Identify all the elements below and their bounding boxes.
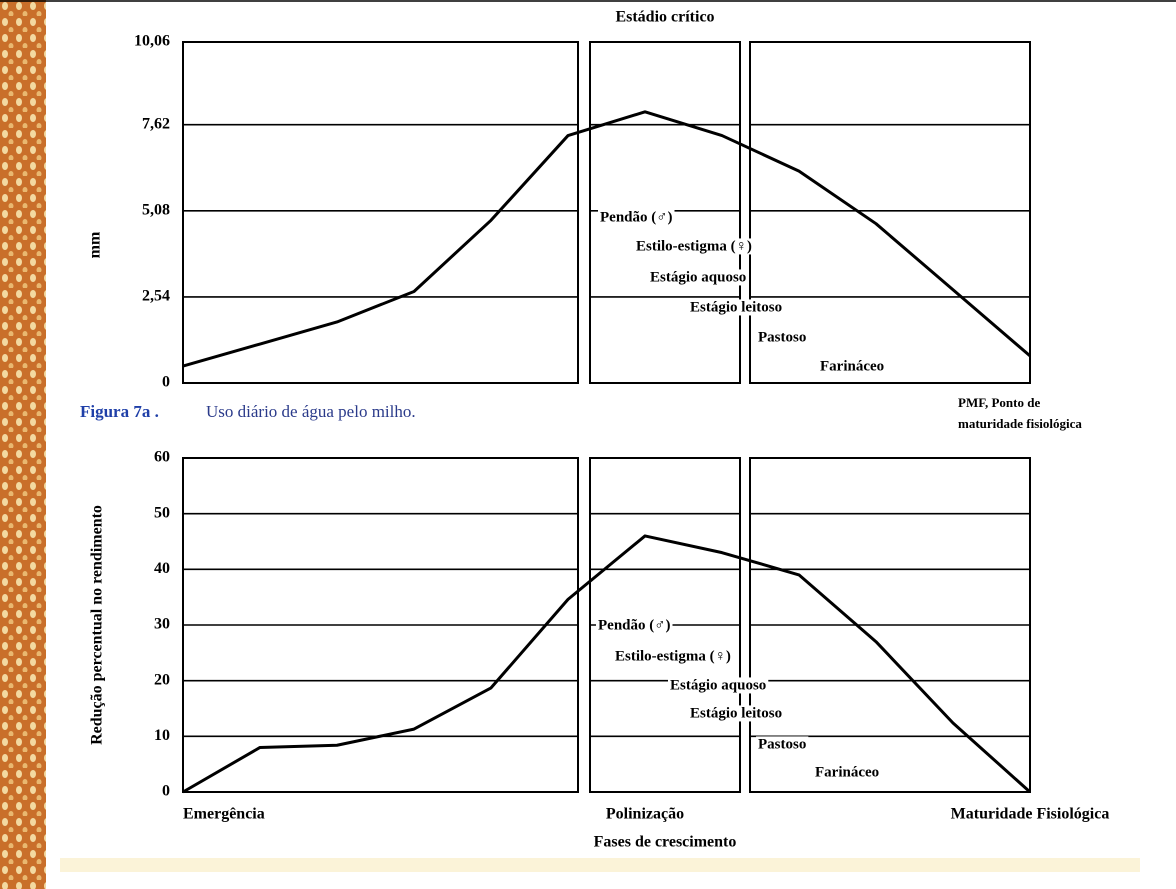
stage-label: Estágio leitoso [690,705,782,721]
y-tick-label: 10 [154,727,170,744]
x-axis-label: Fases de crescimento [594,834,737,851]
stage-label: Pendão (♂) [598,617,671,633]
panel-frame [182,457,579,793]
panel-frame [749,41,1031,384]
panel-frame [182,41,579,384]
stage-label-background [668,677,769,694]
panel-frame [589,41,741,384]
stage-label-background [688,299,785,316]
y-axis-label: mm [87,231,104,258]
y-axis-label: Redução percentual no rendimento [89,505,106,745]
stage-label: Estágio aquoso [670,677,766,693]
stage-label-background [613,648,733,665]
stage-label-background [756,329,809,346]
stage-label-background [756,736,809,753]
y-tick-label: 20 [154,671,170,688]
chart-title: Estádio crítico [615,9,714,26]
panel-frame [589,457,741,793]
note: PMF, Ponto de [958,395,1040,410]
stage-label-background [818,358,887,375]
x-tick-label: Emergência [183,806,265,823]
data-line [182,534,1032,794]
stage-label: Pastoso [758,329,806,345]
data-line [182,110,1031,368]
y-tick-label: 40 [154,560,170,577]
stage-label-background [598,209,675,226]
panel-frame [749,457,1031,793]
stage-label: Farináceo [820,358,884,374]
stage-label: Pendão (♂) [600,209,673,225]
stage-label-background [596,617,673,634]
stage-label-background [813,764,882,781]
x-tick-label: Maturidade Fisiológica [951,806,1110,823]
y-tick-label: 60 [154,449,170,466]
y-tick-label: 2,54 [142,288,170,305]
note: maturidade fisiológica [958,416,1082,431]
stage-label: Pastoso [758,736,806,752]
caption: Uso diário de água pelo milho. [206,402,416,421]
stage-label: Estágio leitoso [690,299,782,315]
y-tick-label: 30 [154,616,170,633]
bottom-strip [60,858,1140,872]
y-tick-label: 0 [162,783,170,800]
y-tick-label: 50 [154,504,170,521]
stage-label: Farináceo [815,764,879,780]
stage-label-background [648,269,749,286]
caption-label: Figura 7a . [80,402,159,421]
y-tick-label: 7,62 [142,115,170,132]
y-tick-label: 5,08 [142,201,170,218]
stage-label: Estilo-estigma (♀) [615,648,731,664]
stage-label-background [688,705,785,722]
stage-label: Estilo-estigma (♀) [636,238,752,254]
y-tick-label: 0 [162,374,170,391]
stage-label-background [634,238,754,255]
y-tick-label: 10,06 [134,33,170,50]
stage-label: Estágio aquoso [650,269,746,285]
x-tick-label: Polinização [606,806,684,823]
corn-decoration [0,0,46,889]
